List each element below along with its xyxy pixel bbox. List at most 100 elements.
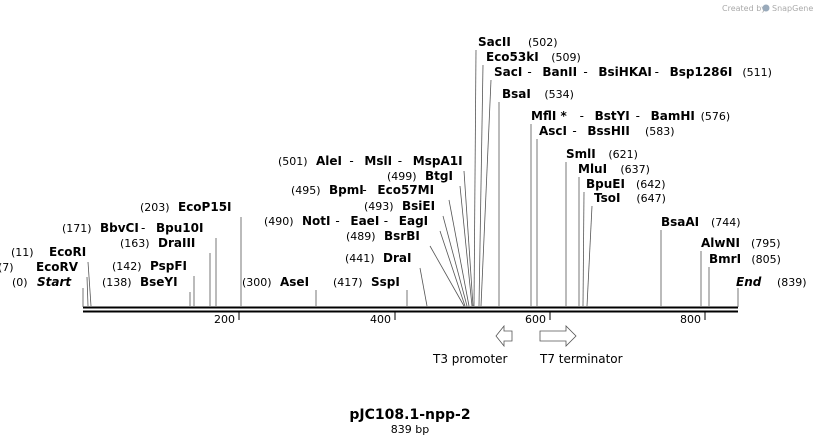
enzyme-name: BpuEI: [586, 177, 625, 191]
restriction-site[interactable]: (300) AseI: [242, 275, 317, 306]
restriction-site[interactable]: (203) EcoP15I: [140, 200, 242, 306]
site-position: (142): [112, 260, 142, 273]
enzyme-name: Eco53kI: [486, 50, 539, 64]
feature-t7-terminator[interactable]: T7 terminator: [539, 325, 623, 366]
site-position: (163): [120, 237, 150, 250]
enzyme-name: AleI: [316, 154, 342, 168]
restriction-site[interactable]: TsoI (647): [586, 191, 666, 307]
enzyme-name: SspI: [371, 275, 400, 289]
enzyme-name: Bsp1286I: [670, 65, 733, 79]
enzyme-name: EcoRI: [49, 245, 86, 259]
site-separator: -: [384, 214, 388, 228]
enzyme-name: AseI: [280, 275, 309, 289]
enzyme-name: EcoRV: [36, 260, 79, 274]
restriction-site[interactable]: (138) BseYI: [102, 275, 191, 306]
sequence-backbone: [83, 306, 738, 313]
ruler: 200 400 600 800: [214, 312, 706, 326]
restriction-site[interactable]: (490) NotI - EaeI - EagI: [264, 214, 466, 307]
restriction-site[interactable]: Eco53kI (509): [478, 50, 581, 307]
site-position: (171): [62, 222, 92, 235]
enzyme-name: SacI: [494, 65, 522, 79]
map-title: pJC108.1-npp-2: [349, 407, 470, 423]
enzyme-name: BamHI: [651, 109, 695, 123]
reverse-arrow-icon: [495, 324, 513, 348]
start-position: (0): [12, 276, 28, 289]
enzyme-name: BsiEI: [402, 199, 435, 213]
enzyme-name: BmrI: [709, 252, 741, 266]
site-position: (795): [751, 237, 781, 250]
restriction-sites: (11) EcoRI (7) EcoRV (171) BbvCI - Bpu10I(163)D…: [0, 35, 781, 307]
restriction-site[interactable]: (493) BsiEI: [364, 199, 468, 307]
restriction-site[interactable]: BsaAI (744): [660, 215, 741, 306]
site-position: (300): [242, 276, 272, 289]
site-position: (502): [528, 36, 558, 49]
enzyme-name: BbvCI: [100, 221, 139, 235]
site-separator: -: [398, 154, 402, 168]
restriction-site[interactable]: (163) DraIII: [120, 236, 211, 306]
feature-t3-promoter[interactable]: T3 promoter: [432, 324, 513, 366]
enzyme-name: PspFI: [150, 259, 187, 273]
map-length: 839 bp: [391, 423, 429, 436]
start-label: Start: [37, 275, 72, 289]
site-position: (637): [620, 163, 650, 176]
restriction-site[interactable]: (501) AleI - MslI - MspA1I: [278, 154, 474, 307]
site-position: (576): [701, 110, 731, 123]
restriction-site[interactable]: BpuEI (642): [582, 177, 666, 307]
restriction-site[interactable]: (142) PspFI: [112, 259, 195, 306]
site-leader-line: [442, 215, 468, 307]
feature-label: T7 terminator: [539, 352, 623, 366]
restriction-site[interactable]: (11) EcoRI: [11, 245, 92, 307]
site-leader-line: [586, 205, 593, 307]
enzyme-name: AlwNI: [701, 236, 740, 250]
site-position: (203): [140, 201, 170, 214]
restriction-site[interactable]: (499) BtgI: [387, 169, 473, 307]
site-position: (642): [636, 178, 666, 191]
restriction-site[interactable]: BsaI (534): [498, 87, 574, 306]
site-separator: -: [335, 214, 339, 228]
enzyme-name: MslI: [364, 154, 392, 168]
snapgene-logo-icon: [762, 4, 770, 12]
site-position: (501): [278, 155, 308, 168]
site-leader-line: [86, 276, 89, 307]
site-separator: -: [362, 183, 366, 197]
restriction-site[interactable]: (489) BsrBI: [346, 229, 465, 307]
enzyme-name: MflI *: [531, 109, 567, 123]
site-separator: -: [655, 65, 659, 79]
site-position: (7): [0, 261, 14, 274]
site-position: (509): [551, 51, 581, 64]
restriction-site[interactable]: MluI (637): [578, 162, 650, 306]
enzyme-name: NotI: [302, 214, 331, 228]
site-leader-line: [480, 79, 492, 307]
restriction-site[interactable]: BmrI (805): [708, 252, 781, 306]
restriction-site[interactable]: SmlI (621): [565, 147, 638, 306]
site-position: (499): [387, 170, 417, 183]
site-position: (417): [333, 276, 363, 289]
enzyme-name: AscI: [539, 124, 567, 138]
restriction-site[interactable]: (171) BbvCI - Bpu10I: [62, 221, 217, 306]
restriction-site[interactable]: AscI - BssHII (583): [536, 124, 675, 306]
site-position: (11): [11, 246, 34, 259]
end-label: End: [736, 275, 762, 289]
site-leader-line: [459, 185, 473, 307]
enzyme-name: Bpu10I: [156, 221, 203, 235]
site-position: (744): [711, 216, 741, 229]
enzyme-name: EcoP15I: [178, 200, 232, 214]
site-leader-line: [419, 267, 428, 307]
restriction-site[interactable]: (495) BpmI- Eco57MI: [291, 183, 470, 307]
enzyme-name: BsaAI: [661, 215, 699, 229]
restriction-site[interactable]: SacI - BanII - BsiHKAI - Bsp1286I (511): [480, 65, 772, 307]
end-position: (839): [777, 276, 807, 289]
enzyme-name: EagI: [399, 214, 428, 228]
site-position: (805): [751, 253, 781, 266]
ruler-tick-label: 800: [680, 313, 701, 326]
restriction-site[interactable]: (7) EcoRV: [0, 260, 89, 307]
restriction-site[interactable]: (417) SspI: [333, 275, 408, 306]
restriction-site[interactable]: SacII (502): [473, 35, 558, 307]
restriction-site[interactable]: MflI * - BstYI - BamHI (576): [530, 109, 731, 306]
credit-brand: SnapGene: [772, 4, 813, 13]
enzyme-name: MluI: [578, 162, 607, 176]
restriction-site[interactable]: (441) DraI: [345, 251, 428, 307]
site-position: (138): [102, 276, 132, 289]
restriction-site[interactable]: AlwNI (795): [700, 236, 781, 306]
